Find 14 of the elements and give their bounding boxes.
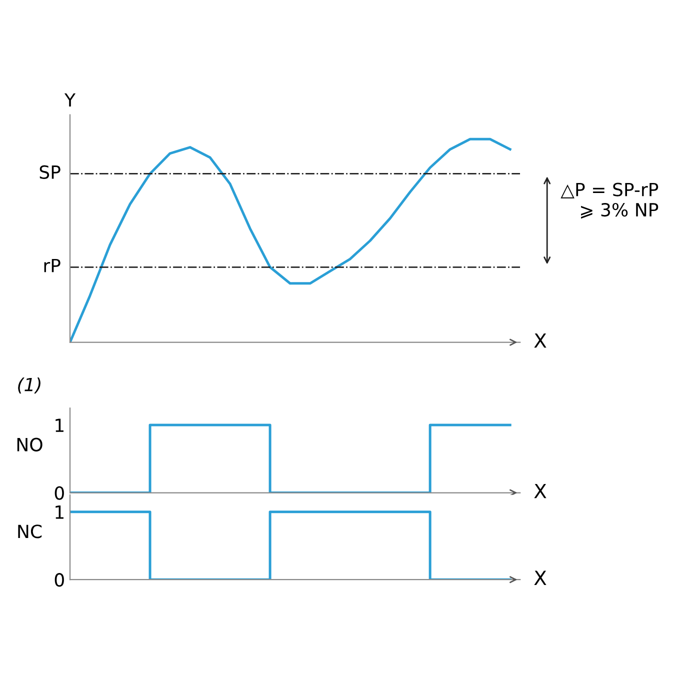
y-axis-title: Y [64, 93, 76, 106]
ref-line-label: SP [40, 165, 60, 179]
x-axis-title: X [534, 570, 546, 585]
y-axis-title: NC [18, 524, 42, 538]
y-tick-label: 1 [56, 418, 64, 432]
text: △P = SP-rP ⩾ 3% NP [560, 182, 658, 219]
y-tick-label: 0 [54, 486, 64, 500]
y-tick-label: 0 [54, 573, 64, 587]
y-axis-title: NO [17, 438, 42, 452]
x-axis-title: X [534, 333, 546, 348]
y-tick-label: 1 [56, 506, 64, 519]
x-axis-title: X [534, 484, 546, 498]
text: (1) [18, 377, 40, 394]
ref-line-label: rP [44, 258, 60, 272]
